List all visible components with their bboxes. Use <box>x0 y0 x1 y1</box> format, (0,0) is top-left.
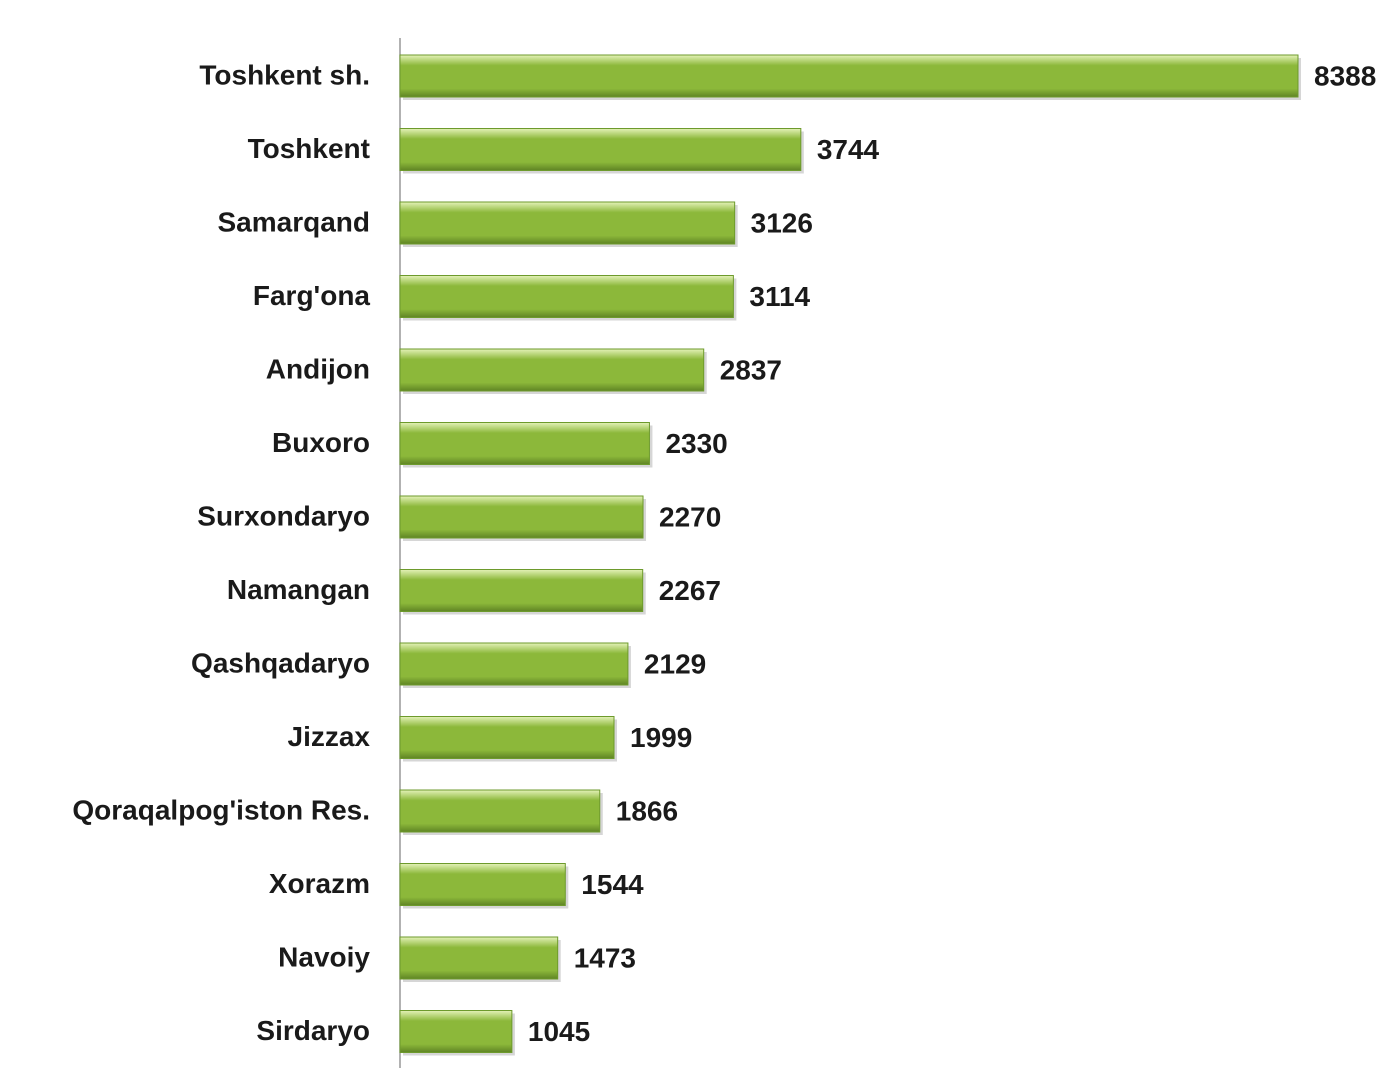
value-label: 2837 <box>720 354 782 385</box>
bar <box>399 275 734 318</box>
category-label: Qashqadaryo <box>191 647 370 678</box>
bar <box>399 495 644 539</box>
category-label: Samarqand <box>218 206 371 237</box>
category-label: Farg'ona <box>253 280 371 311</box>
value-label: 3114 <box>749 281 810 312</box>
category-label: Sirdaryo <box>256 1015 370 1046</box>
bar <box>399 863 566 906</box>
value-label: 2267 <box>659 575 721 606</box>
value-label: 1045 <box>528 1016 590 1047</box>
bar <box>399 128 802 171</box>
bar <box>399 936 559 980</box>
value-label: 3744 <box>817 134 880 165</box>
value-label: 1473 <box>574 942 636 973</box>
value-label: 3126 <box>751 207 813 238</box>
value-label: 1999 <box>630 722 692 753</box>
category-label: Andijon <box>266 353 370 384</box>
bar <box>399 642 629 686</box>
bar <box>399 1010 513 1053</box>
bar <box>399 569 644 612</box>
category-label: Navoiy <box>278 941 370 972</box>
category-label: Qoraqalpog'iston Res. <box>72 794 370 825</box>
category-label: Toshkent sh. <box>199 59 370 90</box>
category-label: Namangan <box>227 574 370 605</box>
bar <box>399 789 601 833</box>
value-label: 2270 <box>659 501 721 532</box>
value-label: 1544 <box>581 869 644 900</box>
category-label: Jizzax <box>288 721 371 752</box>
bar <box>399 348 705 392</box>
value-label: 8388 <box>1314 60 1376 91</box>
bar <box>399 54 1299 98</box>
bar <box>399 201 736 245</box>
value-label: 1866 <box>616 795 678 826</box>
value-label: 2330 <box>665 428 727 459</box>
category-label: Buxoro <box>272 427 370 458</box>
category-label: Xorazm <box>269 868 370 899</box>
category-label: Surxondaryo <box>197 500 370 531</box>
bar <box>399 716 615 759</box>
bar <box>399 422 650 465</box>
value-label: 2129 <box>644 648 706 679</box>
category-label: Toshkent <box>248 133 370 164</box>
